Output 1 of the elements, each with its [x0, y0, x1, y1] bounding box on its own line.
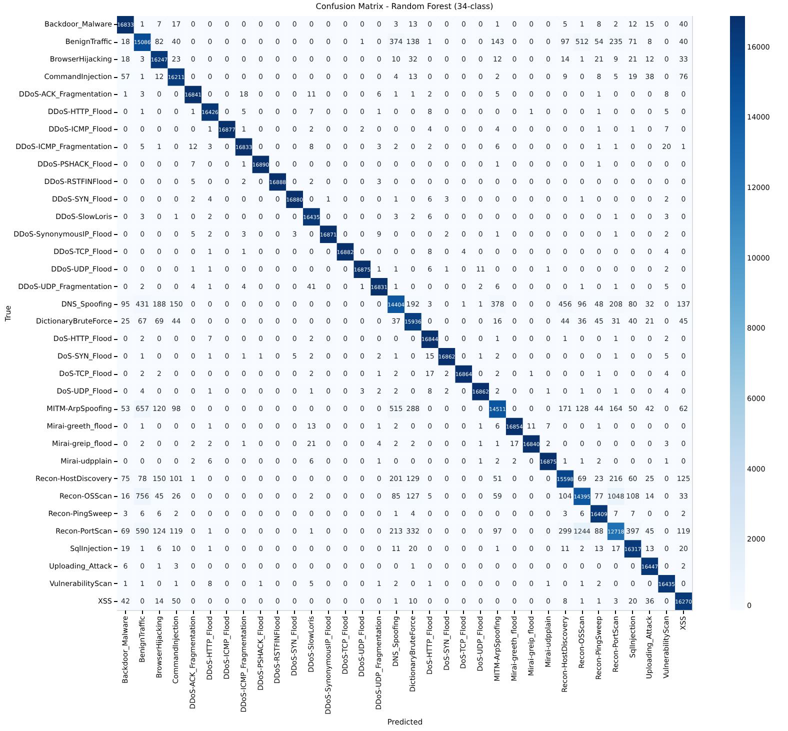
- chart-title: Confusion Matrix - Random Forest (34-class): [316, 2, 494, 11]
